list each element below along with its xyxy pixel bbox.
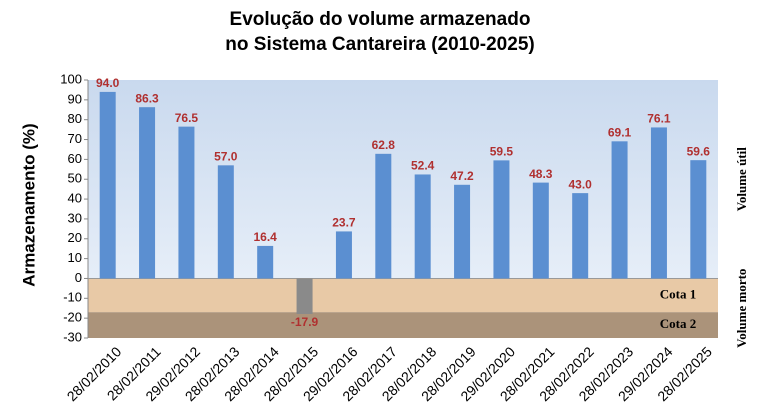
- bar: [532, 182, 549, 279]
- y-tick-label: -30: [63, 329, 82, 344]
- value-label: 23.7: [332, 216, 356, 230]
- bar: [690, 160, 707, 279]
- y-tick-label: 40: [68, 191, 82, 206]
- bar: [454, 184, 471, 279]
- bar: [611, 141, 628, 279]
- y-tick-label: 30: [68, 210, 82, 225]
- band-label: Cota 2: [660, 316, 696, 331]
- y-tick-label: 10: [68, 250, 82, 265]
- bar: [217, 165, 234, 279]
- y-tick-label: -20: [63, 310, 82, 325]
- value-label: 57.0: [214, 150, 238, 164]
- chart-title: Evolução do volume armazenado: [230, 9, 531, 30]
- bar: [257, 245, 274, 279]
- y-tick-label: 50: [68, 171, 82, 186]
- y-tick-label: 60: [68, 151, 82, 166]
- y-tick-label: 80: [68, 111, 82, 126]
- y-tick-label: 0: [75, 270, 82, 285]
- value-label: 94.0: [96, 76, 120, 90]
- zone-label: Volume útil: [734, 147, 749, 212]
- y-tick-label: 100: [60, 71, 82, 86]
- value-label: 86.3: [135, 91, 159, 105]
- bar: [178, 126, 195, 279]
- y-axis-label: Armazenamento (%): [19, 123, 38, 286]
- value-label: 47.2: [450, 169, 474, 183]
- bar: [493, 160, 510, 279]
- band: [88, 312, 718, 338]
- value-label: 62.8: [372, 138, 396, 152]
- band-label: Cota 1: [660, 286, 696, 301]
- value-label: 76.5: [175, 111, 199, 125]
- value-label: 43.0: [569, 177, 593, 191]
- value-label: 69.1: [608, 125, 632, 139]
- value-label: 48.3: [529, 167, 553, 181]
- bar: [414, 174, 431, 279]
- bar: [99, 91, 116, 279]
- value-label: 59.6: [687, 144, 711, 158]
- y-tick-label: 70: [68, 131, 82, 146]
- value-label: -17.9: [291, 315, 319, 329]
- bar: [572, 193, 589, 279]
- y-tick-label: 20: [68, 230, 82, 245]
- value-label: 16.4: [254, 230, 278, 244]
- bar: [375, 153, 392, 279]
- bar: [335, 231, 352, 279]
- value-label: 52.4: [411, 159, 435, 173]
- band: [88, 278, 718, 313]
- y-tick-label: 90: [68, 91, 82, 106]
- bar: [139, 107, 156, 279]
- zone-label: Volume morto: [734, 269, 749, 348]
- value-label: 76.1: [647, 112, 671, 126]
- bar: [296, 278, 313, 314]
- value-label: 59.5: [490, 145, 514, 159]
- chart-title: no Sistema Cantareira (2010-2025): [225, 34, 534, 55]
- y-tick-label: -10: [63, 290, 82, 305]
- bar: [650, 127, 667, 279]
